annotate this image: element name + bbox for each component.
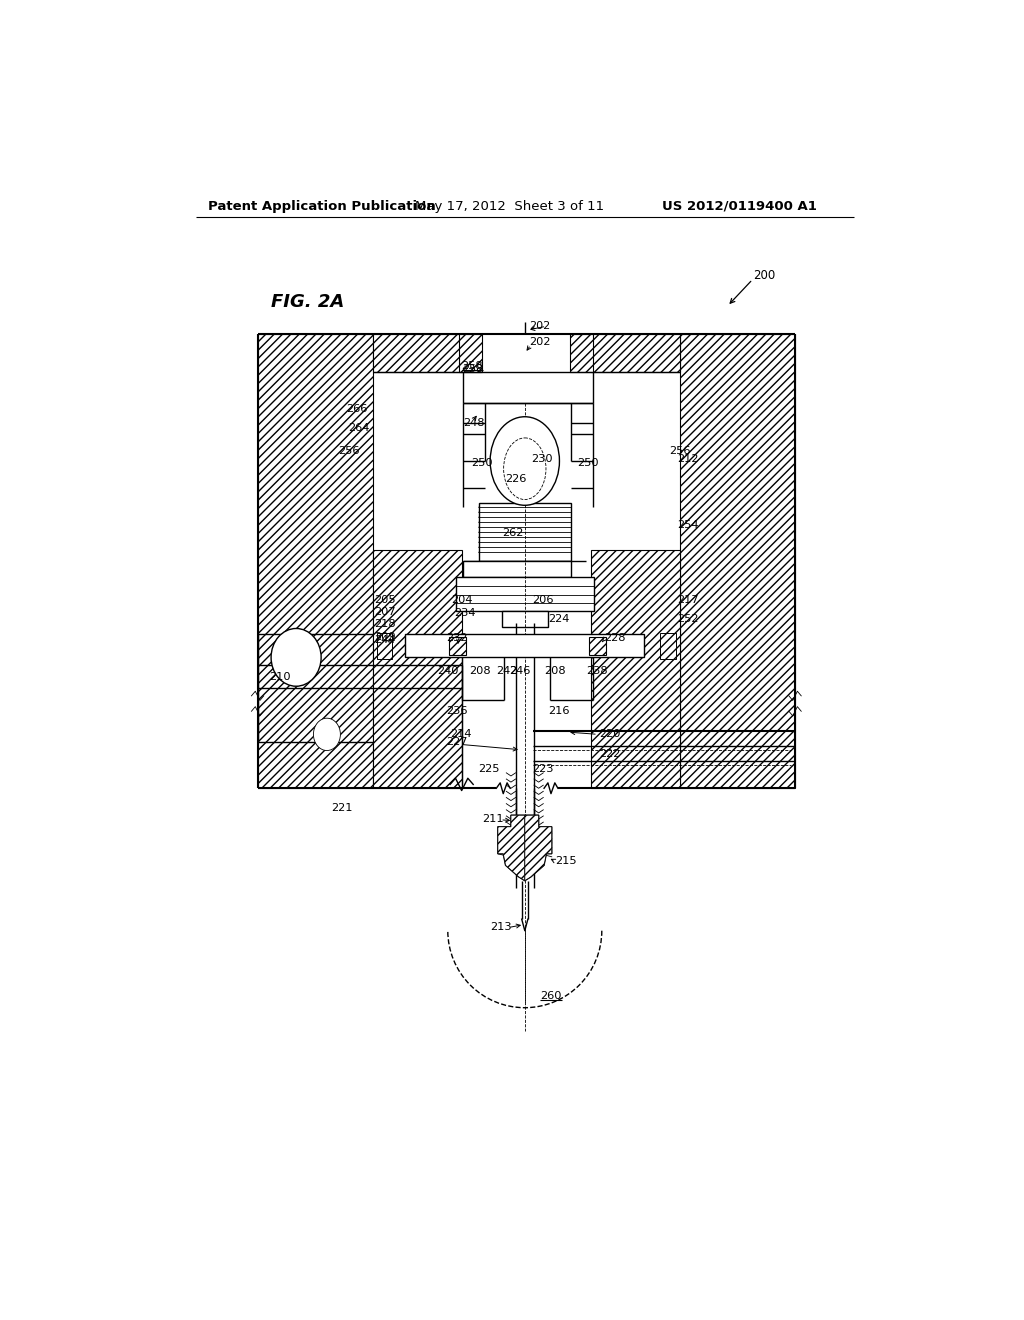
Ellipse shape	[271, 628, 322, 686]
Bar	[591, 334, 680, 372]
Text: 260: 260	[541, 991, 562, 1001]
Bar	[373, 549, 462, 788]
Text: 256: 256	[339, 446, 360, 455]
Text: 225: 225	[478, 764, 500, 774]
Text: 212: 212	[677, 454, 698, 463]
Text: 227: 227	[446, 737, 468, 747]
Text: 217: 217	[677, 594, 699, 605]
Text: 242: 242	[497, 667, 518, 676]
Text: 238: 238	[587, 667, 608, 676]
Bar	[406, 635, 644, 657]
Bar	[258, 334, 373, 788]
Bar	[590, 636, 606, 655]
Text: 244: 244	[375, 635, 396, 645]
Text: 202: 202	[528, 321, 550, 331]
Text: 206: 206	[532, 594, 554, 605]
Text: 208: 208	[544, 667, 565, 676]
Bar	[591, 549, 680, 788]
Bar	[373, 334, 462, 372]
Text: 216: 216	[548, 706, 569, 717]
Text: 224: 224	[548, 614, 569, 624]
Text: 211: 211	[482, 814, 504, 824]
Text: 262: 262	[502, 528, 523, 537]
Text: 228: 228	[604, 634, 626, 643]
Bar	[377, 632, 392, 659]
Text: 246: 246	[509, 667, 530, 676]
Text: 221: 221	[331, 803, 352, 813]
Text: 256: 256	[670, 446, 691, 455]
Text: 213: 213	[490, 921, 512, 932]
Text: 220: 220	[599, 730, 621, 739]
Polygon shape	[498, 816, 552, 880]
Polygon shape	[524, 816, 552, 880]
Text: 205: 205	[375, 594, 396, 605]
Text: 240: 240	[437, 667, 459, 676]
Text: 209: 209	[375, 631, 396, 642]
Text: 258: 258	[462, 362, 483, 371]
Text: 210: 210	[269, 672, 291, 681]
Text: US 2012/0119400 A1: US 2012/0119400 A1	[662, 199, 817, 213]
Polygon shape	[498, 816, 524, 880]
Text: 252: 252	[677, 614, 698, 624]
Text: 234: 234	[454, 607, 475, 618]
Text: 232: 232	[446, 634, 468, 643]
Ellipse shape	[490, 417, 559, 506]
Bar	[660, 632, 676, 659]
Text: 218: 218	[375, 619, 396, 630]
Text: 236: 236	[446, 706, 468, 717]
Text: May 17, 2012  Sheet 3 of 11: May 17, 2012 Sheet 3 of 11	[416, 199, 604, 213]
Text: 208: 208	[469, 667, 490, 676]
Text: Patent Application Publication: Patent Application Publication	[208, 199, 435, 213]
Bar	[570, 334, 593, 372]
Text: 250: 250	[471, 458, 493, 469]
Text: 215: 215	[556, 857, 578, 866]
Text: 202: 202	[529, 337, 551, 347]
Ellipse shape	[313, 718, 340, 751]
Text: 223: 223	[532, 764, 554, 774]
Text: 248: 248	[463, 417, 484, 428]
Text: 226: 226	[506, 474, 527, 483]
Bar	[450, 636, 466, 655]
Text: 254: 254	[677, 520, 698, 529]
Bar	[463, 561, 571, 577]
Bar	[456, 577, 594, 611]
Text: 258: 258	[462, 363, 483, 374]
Text: FIG. 2A: FIG. 2A	[270, 293, 344, 312]
Text: 204: 204	[452, 594, 473, 605]
Bar	[502, 611, 548, 627]
Text: 207: 207	[375, 607, 396, 616]
Text: 200: 200	[753, 269, 775, 282]
Text: 230: 230	[531, 454, 553, 463]
Text: 264: 264	[348, 422, 370, 433]
Bar	[460, 334, 482, 372]
Text: 214: 214	[451, 730, 472, 739]
Bar	[478, 503, 571, 561]
Text: 222: 222	[599, 748, 621, 759]
Bar	[680, 334, 795, 788]
Text: 266: 266	[346, 404, 368, 414]
Text: 250: 250	[578, 458, 599, 469]
